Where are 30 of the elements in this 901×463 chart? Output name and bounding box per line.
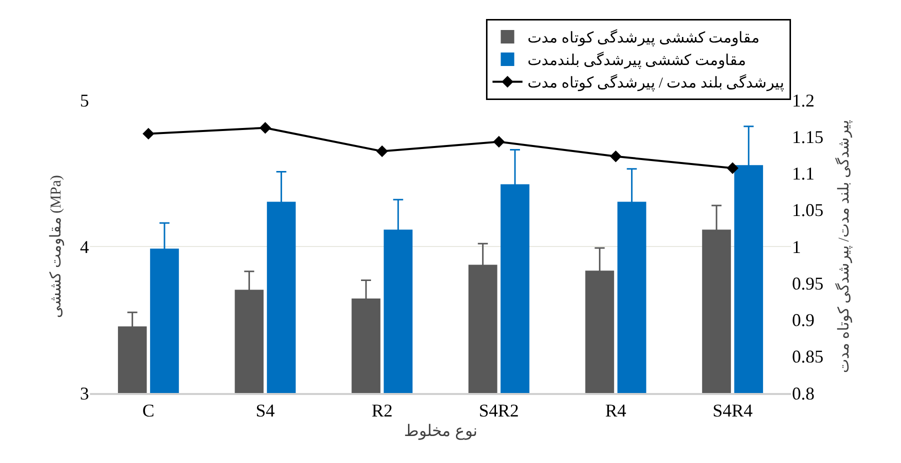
point	[610, 150, 622, 162]
y2-tick-label: 0.9	[792, 310, 814, 330]
y-tick-label: 3	[80, 383, 89, 404]
y-tick-label: 5	[80, 90, 89, 110]
x-axis-title: نوع مخلوط	[404, 422, 477, 440]
point	[726, 162, 738, 174]
x-tick-label: C	[142, 400, 154, 421]
y2-tick-label: 1.2	[792, 90, 814, 110]
y2-tick-label: 0.85	[792, 346, 824, 367]
legend-label: پیرشدگی بلند مدت / پیرشدگی کوتاه مدت	[528, 74, 784, 92]
y2-tick-label: 1.05	[792, 200, 824, 220]
point	[376, 145, 388, 158]
x-tick-label: S4	[256, 400, 275, 421]
x-tick-label: R2	[372, 400, 393, 421]
legend-label: مقاومت کششی پیرشدگی بلندمدت	[528, 51, 746, 70]
point	[259, 122, 272, 134]
point	[142, 128, 154, 140]
y-tick-label: 4	[80, 236, 89, 257]
y2-tick-label: 1	[792, 236, 801, 257]
y2-tick-label: 0.95	[792, 273, 824, 294]
y2-axis-title: پیرشدگی بلند مدت/ پیرشدگی کوتاه مدت	[834, 120, 852, 373]
y2-tick-label: 1.1	[792, 164, 814, 184]
x-tick-label: S4R4	[712, 400, 753, 421]
legend-label: مقاومت کششی پیرشدگی کوتاه مدت	[528, 28, 760, 47]
y-axis-title: مقاومت کششی (MPa)	[48, 175, 64, 318]
x-tick-label: R4	[605, 400, 626, 421]
x-tick-label: S4R2	[478, 400, 519, 421]
y2-tick-label: 0.8	[792, 383, 814, 404]
y2-tick-label: 1.15	[792, 126, 824, 147]
point	[493, 136, 505, 148]
